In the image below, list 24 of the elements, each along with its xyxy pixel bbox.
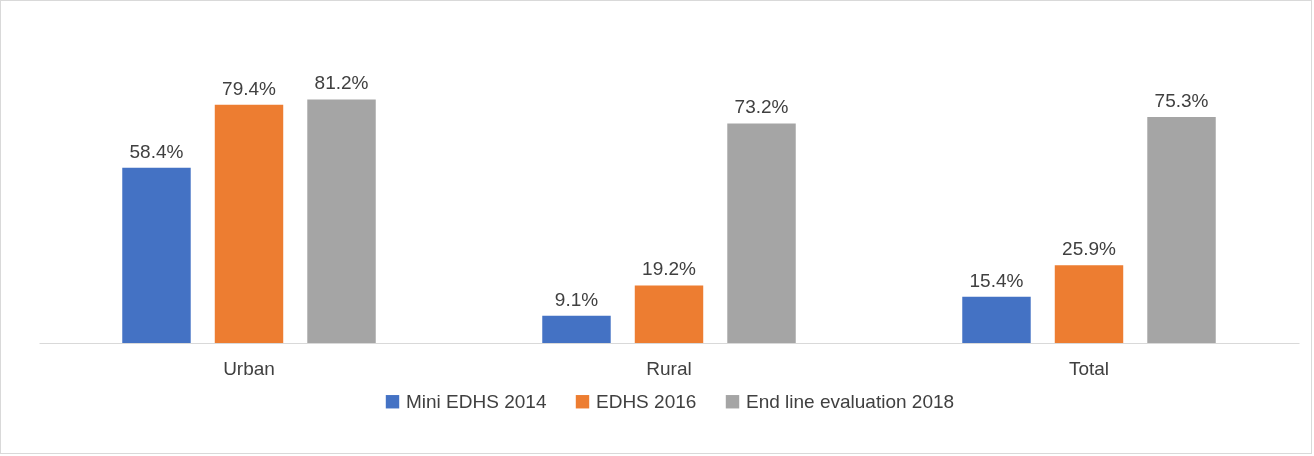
bar [542,315,611,343]
legend-label: Mini EDHS 2014 [406,390,547,412]
data-label: 73.2% [734,96,789,118]
data-label: 58.4% [129,140,184,162]
data-label: 75.3% [1154,90,1209,112]
x-tick-label: Rural [646,357,692,379]
x-tick-label: Urban [223,357,275,379]
x-tick-label: Total [1068,357,1110,379]
bar [1054,265,1124,343]
legend-label: End line evaluation 2018 [746,390,955,412]
data-label: 15.4% [969,269,1024,291]
bar [727,123,796,343]
data-label: 25.9% [1062,238,1117,260]
data-label: 81.2% [314,72,369,94]
data-label: 9.1% [554,288,599,310]
data-label: 19.2% [642,258,697,280]
bar [214,104,284,343]
bar [962,296,1031,343]
bar [634,285,704,343]
bar [307,99,376,343]
bar [122,167,191,343]
data-label: 79.4% [222,77,277,99]
bar [1147,117,1216,343]
legend-label: EDHS 2016 [596,390,697,412]
